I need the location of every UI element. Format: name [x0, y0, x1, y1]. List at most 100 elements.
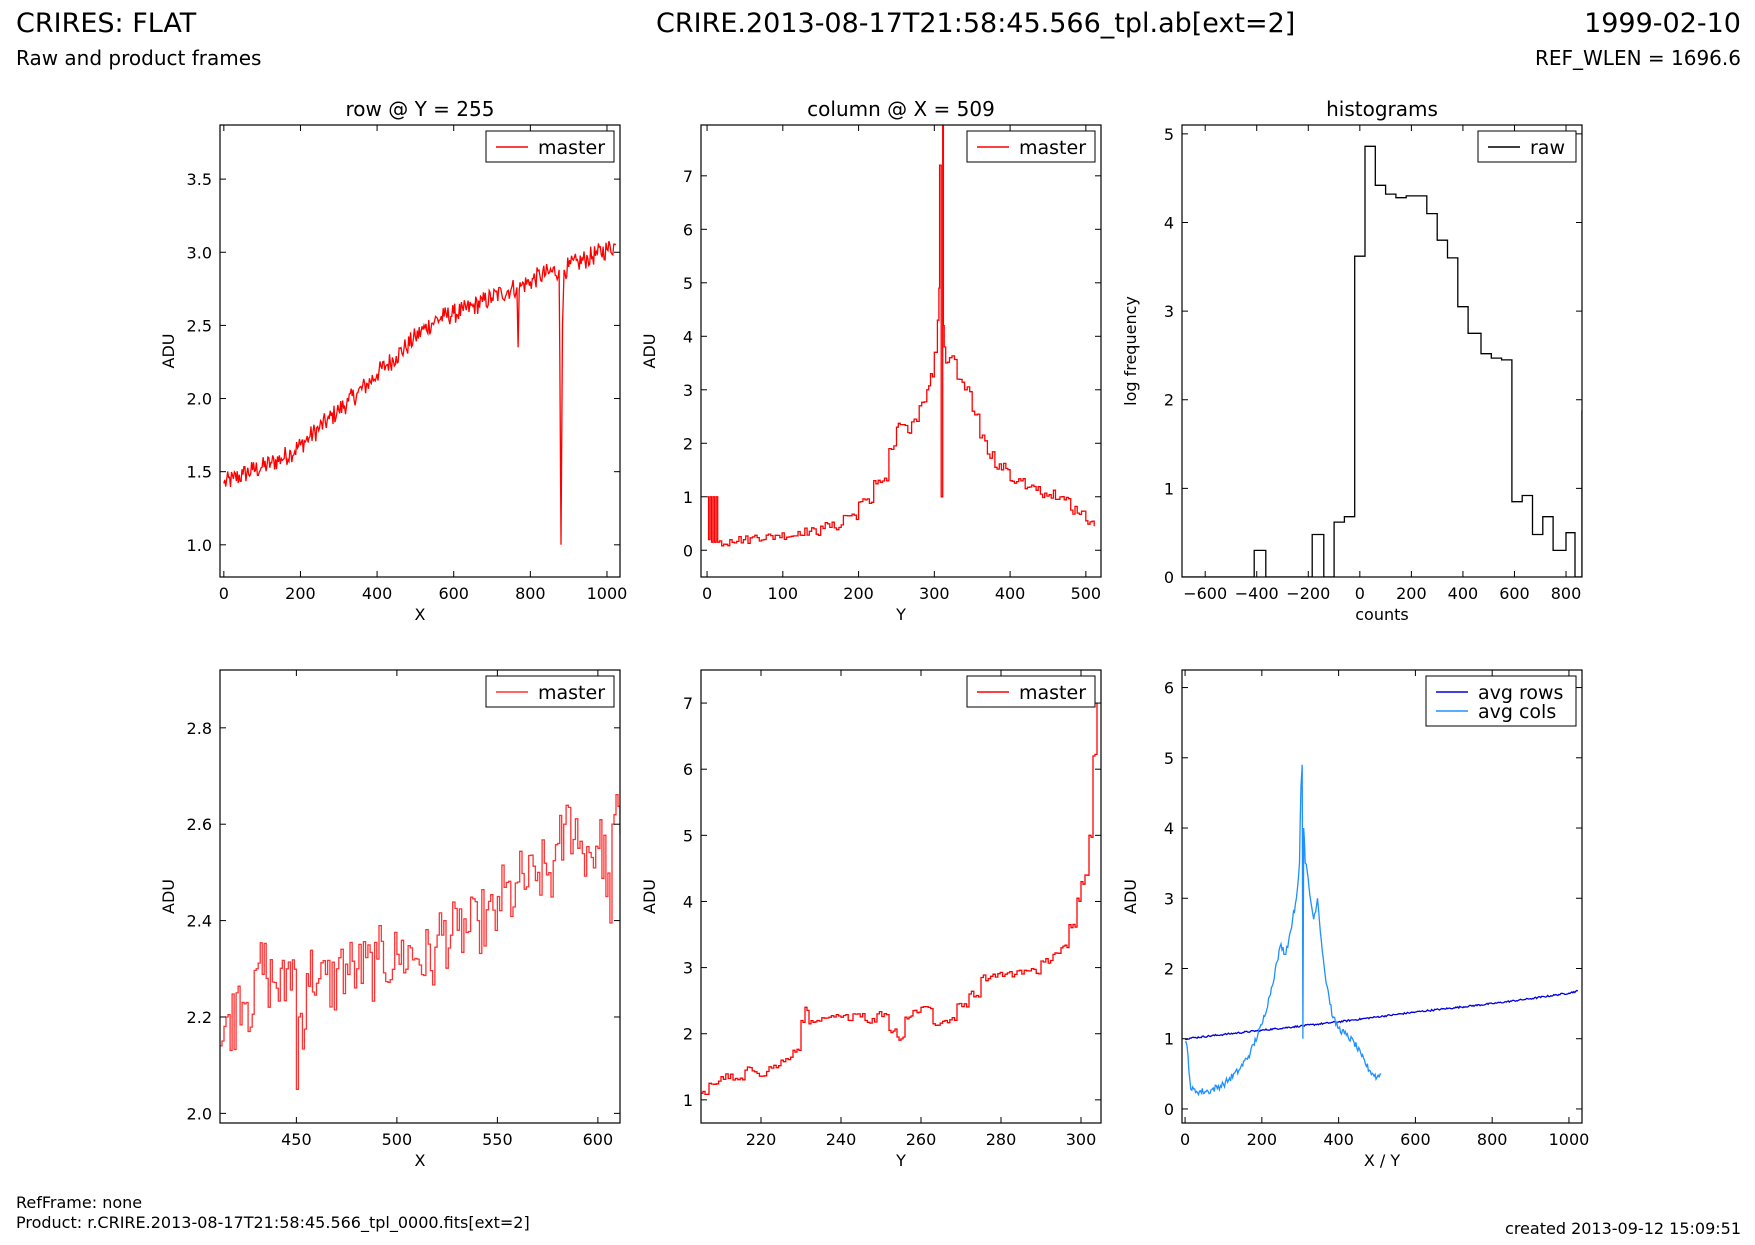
y-tick-label: 1	[1164, 1030, 1174, 1049]
x-tick-label: 800	[1551, 584, 1582, 603]
y-tick-label: 5	[1164, 125, 1174, 144]
series-line-avg-cols	[1184, 764, 1382, 1097]
product-label: Product: r.CRIRE.2013-08-17T21:58:45.566…	[16, 1213, 530, 1232]
x-tick-label: 100	[768, 584, 799, 603]
panel-title: column @ X = 509	[807, 97, 995, 121]
legend-label: master	[538, 137, 605, 159]
y-tick-label: 4	[683, 327, 693, 346]
x-axis-label: counts	[1355, 605, 1408, 624]
panel-4: 450 500 550 600 2.0 2.2 2.4 2.6 2.8 X ADU master	[159, 669, 621, 1170]
y-tick-label: 5	[1164, 749, 1174, 768]
legend-label: raw	[1530, 137, 1565, 159]
y-axis-label: ADU	[159, 334, 178, 369]
panel-5: 220 240 260 280 300 1 2 3 4 5 6 7 Y ADU master	[640, 669, 1102, 1170]
series-group	[220, 794, 620, 1090]
x-tick-label: 0	[219, 584, 229, 603]
x-tick-label: 220	[746, 1130, 777, 1149]
x-tick-label: 0	[1355, 584, 1365, 603]
y-tick-label: 3	[683, 959, 693, 978]
x-tick-label: 400	[362, 584, 393, 603]
y-tick-label: 2	[1164, 391, 1174, 410]
x-tick-label: 800	[515, 584, 546, 603]
legend-label: master	[1019, 682, 1086, 704]
y-tick-label: 2.0	[187, 390, 212, 409]
x-axis-label: Y	[895, 605, 906, 624]
x-tick-label: 0	[702, 584, 712, 603]
x-tick-label: −200	[1286, 584, 1330, 603]
y-tick-label: 0	[1164, 1100, 1174, 1119]
legend: master	[966, 130, 1096, 163]
x-tick-label: 600	[438, 584, 469, 603]
series-group	[701, 703, 1098, 1096]
legend: master	[485, 130, 615, 163]
y-tick-label: 3	[1164, 889, 1174, 908]
series-line-raw	[1182, 145, 1582, 577]
series-line-master	[220, 794, 620, 1090]
legend-label: master	[538, 682, 605, 704]
panel-2: column @ X = 509 0 100 200 300 400 500 0 1 2 3 4 5 6 7…	[640, 97, 1102, 624]
y-tick-label: 2.2	[187, 1008, 212, 1027]
frame-name: CRIRE.2013-08-17T21:58:45.566_tpl.ab[ext…	[656, 8, 1296, 39]
x-tick-label: 600	[1499, 584, 1530, 603]
series-group	[1182, 145, 1582, 577]
x-tick-label: 500	[1071, 584, 1102, 603]
y-tick-label: 2.8	[187, 719, 212, 738]
axes-frame	[219, 669, 621, 1124]
panel-1: row @ Y = 255 0 200 400 600 800 1000 1.0 1.5 2.0 2…	[159, 97, 627, 624]
axes-frame	[1181, 124, 1583, 578]
observation-date: 1999-02-10	[1584, 8, 1741, 39]
y-tick-label: 2	[1164, 959, 1174, 978]
x-tick-label: 400	[995, 584, 1026, 603]
y-tick-label: 3	[1164, 302, 1174, 321]
report-title: CRIRES: FLAT	[16, 8, 197, 39]
y-tick-label: 4	[1164, 819, 1174, 838]
series-group	[1184, 764, 1579, 1097]
series-line-avg-rows	[1184, 989, 1579, 1041]
y-axis-label: ADU	[640, 334, 659, 369]
x-tick-label: 200	[843, 584, 874, 603]
y-axis-label: ADU	[640, 879, 659, 914]
series-group	[223, 240, 617, 545]
x-tick-label: 200	[285, 584, 316, 603]
y-axis-label: ADU	[159, 879, 178, 914]
series-line-master	[701, 703, 1098, 1096]
legend: raw	[1477, 130, 1577, 163]
y-tick-label: 2.0	[187, 1104, 212, 1123]
y-tick-label: 3.5	[187, 170, 212, 189]
x-axis-label: X / Y	[1364, 1151, 1401, 1170]
y-tick-label: 1.0	[187, 536, 212, 555]
y-tick-label: 0	[683, 541, 693, 560]
legend: master	[966, 675, 1096, 708]
y-tick-label: 1	[683, 488, 693, 507]
panel-3: histograms −600 −400 −200 0 200 400 600 800 0 1 2 3 4…	[1121, 97, 1583, 624]
y-tick-label: 3.0	[187, 243, 212, 262]
legend: master	[485, 675, 615, 708]
y-tick-label: 4	[683, 892, 693, 911]
y-tick-label: 4	[1164, 213, 1174, 232]
y-tick-label: 1.5	[187, 463, 212, 482]
legend-label: master	[1019, 137, 1086, 159]
y-tick-label: 6	[1164, 679, 1174, 698]
axes-frame	[219, 124, 621, 578]
legend-box	[1425, 675, 1577, 727]
series-group	[707, 125, 1095, 547]
y-tick-label: 1	[683, 1091, 693, 1110]
x-tick-label: 450	[281, 1130, 312, 1149]
legend-label: avg rows	[1478, 682, 1563, 704]
axes-frame	[1181, 669, 1583, 1124]
x-tick-label: 400	[1448, 584, 1479, 603]
y-tick-label: 2.6	[187, 815, 212, 834]
ref-frame-label: RefFrame: none	[16, 1193, 143, 1212]
x-axis-label: Y	[895, 1151, 906, 1170]
ref-wavelength: REF_WLEN = 1696.6	[1534, 46, 1741, 70]
y-tick-label: 2	[683, 1025, 693, 1044]
created-timestamp: created 2013-09-12 15:09:51	[1505, 1219, 1741, 1238]
x-tick-label: 400	[1323, 1130, 1354, 1149]
x-tick-label: −600	[1183, 584, 1227, 603]
report-subtitle: Raw and product frames	[16, 46, 262, 70]
y-tick-label: 5	[683, 274, 693, 293]
x-tick-label: 200	[1396, 584, 1427, 603]
panel-title: histograms	[1326, 97, 1438, 121]
panel-6: 0 200 400 600 800 1000 0 1 2 3 4 5 6 X / Y ADU avg rows…	[1121, 669, 1589, 1170]
